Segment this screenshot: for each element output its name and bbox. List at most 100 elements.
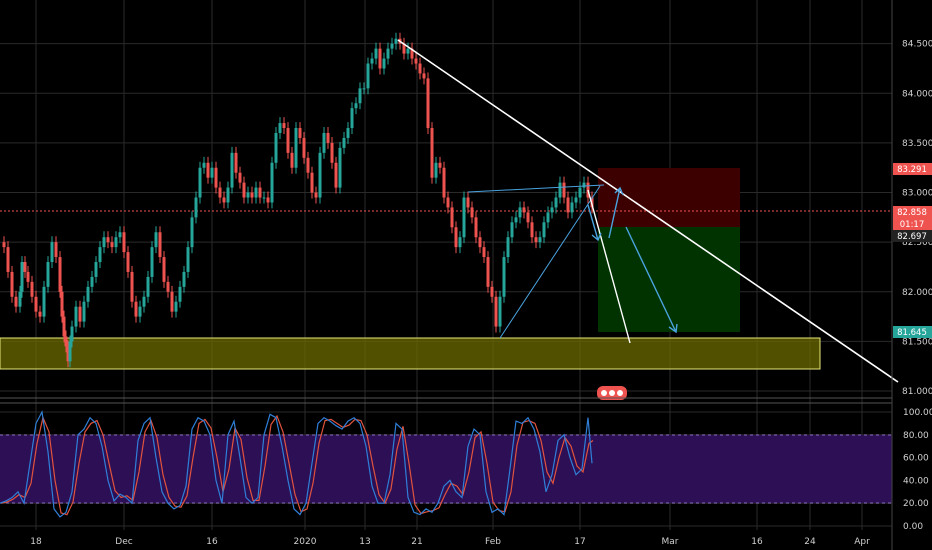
candle-body [378, 48, 382, 69]
candle-body [130, 271, 134, 302]
candle-body [534, 237, 538, 243]
candle-body [414, 58, 418, 64]
candle-body [202, 162, 206, 168]
candle-body [490, 286, 494, 297]
candle-body [122, 232, 126, 253]
candle-body [154, 232, 158, 248]
candle-body [54, 242, 58, 258]
candle-body [226, 187, 230, 203]
candle-body [50, 242, 54, 263]
arrow-down-long[interactable] [625, 226, 678, 334]
candle-body [578, 187, 582, 198]
candle-body [406, 48, 410, 54]
stochastic-series [0, 410, 594, 518]
candle-body [394, 38, 398, 44]
candle-body [330, 142, 334, 163]
price-axis[interactable]: 84.500 84.000 83.500 83.000 82.500 82.000 81.5… [902, 40, 932, 397]
candle-body [454, 227, 458, 248]
candle-body [258, 187, 262, 198]
candle-body [390, 43, 394, 49]
candle-body [570, 202, 574, 213]
candle-body [70, 326, 74, 342]
y-tick-label: 83.500 [902, 139, 932, 149]
projection-line[interactable] [587, 189, 631, 344]
candle-body [20, 262, 24, 292]
candle-body [178, 286, 182, 302]
candle-body [254, 187, 258, 198]
candle-body [294, 128, 298, 168]
arrow-up[interactable] [608, 186, 624, 239]
x-tick-label: 24 [804, 537, 816, 547]
candle-body [6, 247, 10, 272]
candle-body [486, 257, 490, 287]
candle-body [462, 197, 466, 238]
oscillator-axis[interactable]: 100.00 80.00 60.00 40.00 20.00 0.00 [903, 408, 932, 532]
candle-body [354, 103, 358, 109]
arrow-down-short[interactable] [587, 204, 602, 242]
x-tick-label: Feb [485, 537, 501, 547]
candle-body [290, 152, 294, 168]
time-axis[interactable]: 18 Dec 16 2020 13 21 Feb 17 Mar 16 24 Apr [30, 537, 870, 547]
candle-body [422, 73, 426, 79]
candle-body [166, 281, 170, 292]
y-tick-label: 82.000 [902, 288, 932, 298]
candle-body [94, 262, 98, 277]
candle-body [498, 296, 502, 327]
x-tick-label: Dec [115, 537, 132, 547]
candle-body [90, 276, 94, 287]
target-price-label: 81.645 [893, 326, 932, 338]
candle-body [418, 63, 422, 74]
candle-body [66, 346, 70, 362]
candle-body [182, 271, 186, 287]
candle-body [218, 187, 222, 198]
wedge-lower-line[interactable] [499, 185, 601, 339]
candle-body [278, 123, 282, 133]
candle-body [550, 207, 554, 213]
candle-body [262, 197, 266, 199]
candle-body [482, 247, 486, 258]
candle-body [506, 237, 510, 258]
candle-body [138, 306, 142, 317]
candle-body [158, 232, 162, 258]
y-tick-label: 81.500 [902, 337, 932, 347]
descending-trendline[interactable] [397, 39, 899, 383]
candle-body [362, 88, 366, 90]
y-tick-label: 84.500 [902, 40, 932, 50]
candle-body [494, 296, 498, 327]
last-price-label: 82.858 [893, 206, 932, 218]
candle-body [370, 58, 374, 64]
event-badge[interactable] [597, 386, 627, 400]
candle-body [526, 212, 530, 223]
candle-body [450, 207, 454, 228]
candle-body [238, 172, 242, 183]
candle-body [442, 167, 446, 198]
candle-body [234, 152, 238, 173]
wedge-upper-line[interactable] [467, 184, 605, 193]
candle-body [64, 336, 68, 347]
support-zone[interactable] [0, 337, 821, 370]
candle-body [126, 252, 130, 272]
y-tick-label: 84.000 [902, 89, 932, 99]
stop-loss-zone[interactable] [598, 168, 740, 227]
candle-body [386, 48, 390, 59]
candle-body [478, 237, 482, 248]
candle-body [302, 137, 306, 158]
candle-body [474, 217, 478, 238]
candle-body [514, 217, 518, 223]
candle-body [214, 167, 218, 188]
x-tick-label: Mar [662, 537, 679, 547]
candle-body [110, 242, 114, 248]
candle-body [582, 182, 586, 188]
entry-price-label: 82.697 [893, 230, 932, 242]
candle-body [150, 247, 154, 277]
svg-text:83.291: 83.291 [897, 165, 927, 175]
candle-body [530, 222, 534, 238]
candle-body [566, 197, 570, 213]
candle-body [446, 197, 450, 208]
candle-body [146, 276, 150, 297]
candle-body [102, 237, 106, 248]
candle-body [134, 301, 138, 317]
candle-body [42, 286, 46, 317]
candle-body [30, 281, 34, 297]
